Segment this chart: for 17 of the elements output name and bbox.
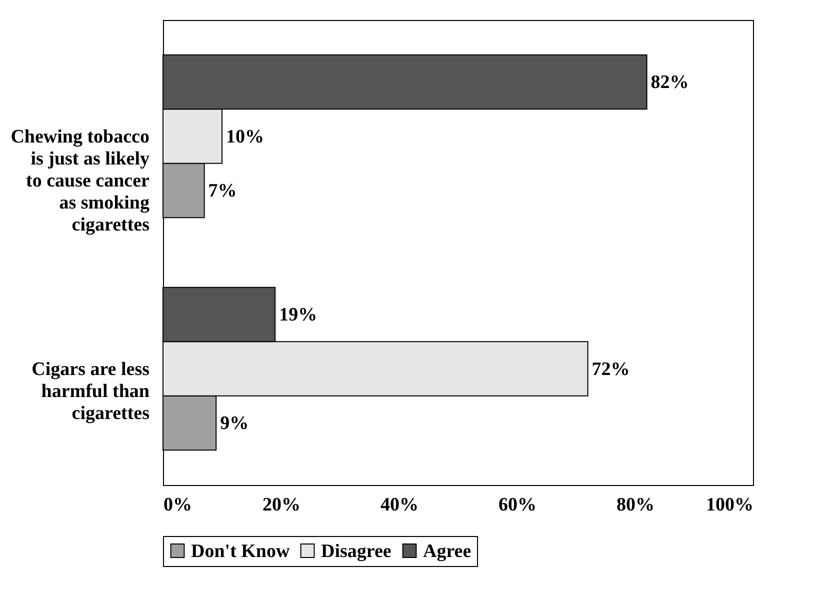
data-label: 10% <box>226 126 264 148</box>
legend-label: Disagree <box>321 540 392 562</box>
data-label: 82% <box>650 72 689 93</box>
x-tick-label: 20% <box>262 494 300 516</box>
x-tick-label: 40% <box>380 494 418 516</box>
data-label: 72% <box>592 358 630 380</box>
x-tick-label: 0% <box>164 494 192 516</box>
legend-label: Agree <box>423 540 472 562</box>
x-tick-label: 100% <box>706 494 754 516</box>
data-label: 9% <box>220 413 249 434</box>
y-tick-label: Cigars are less harmful than cigarettes <box>32 358 150 424</box>
y-tick-label: Chewing tobacco is just as likely to cause cancer as smoking cigarettes <box>10 126 150 236</box>
data-label: 19% <box>279 304 318 326</box>
x-tick-label: 80% <box>616 494 654 516</box>
x-tick-label: 60% <box>498 494 536 516</box>
legend-label: Don't Know <box>191 540 290 562</box>
data-label: 7% <box>208 180 237 202</box>
